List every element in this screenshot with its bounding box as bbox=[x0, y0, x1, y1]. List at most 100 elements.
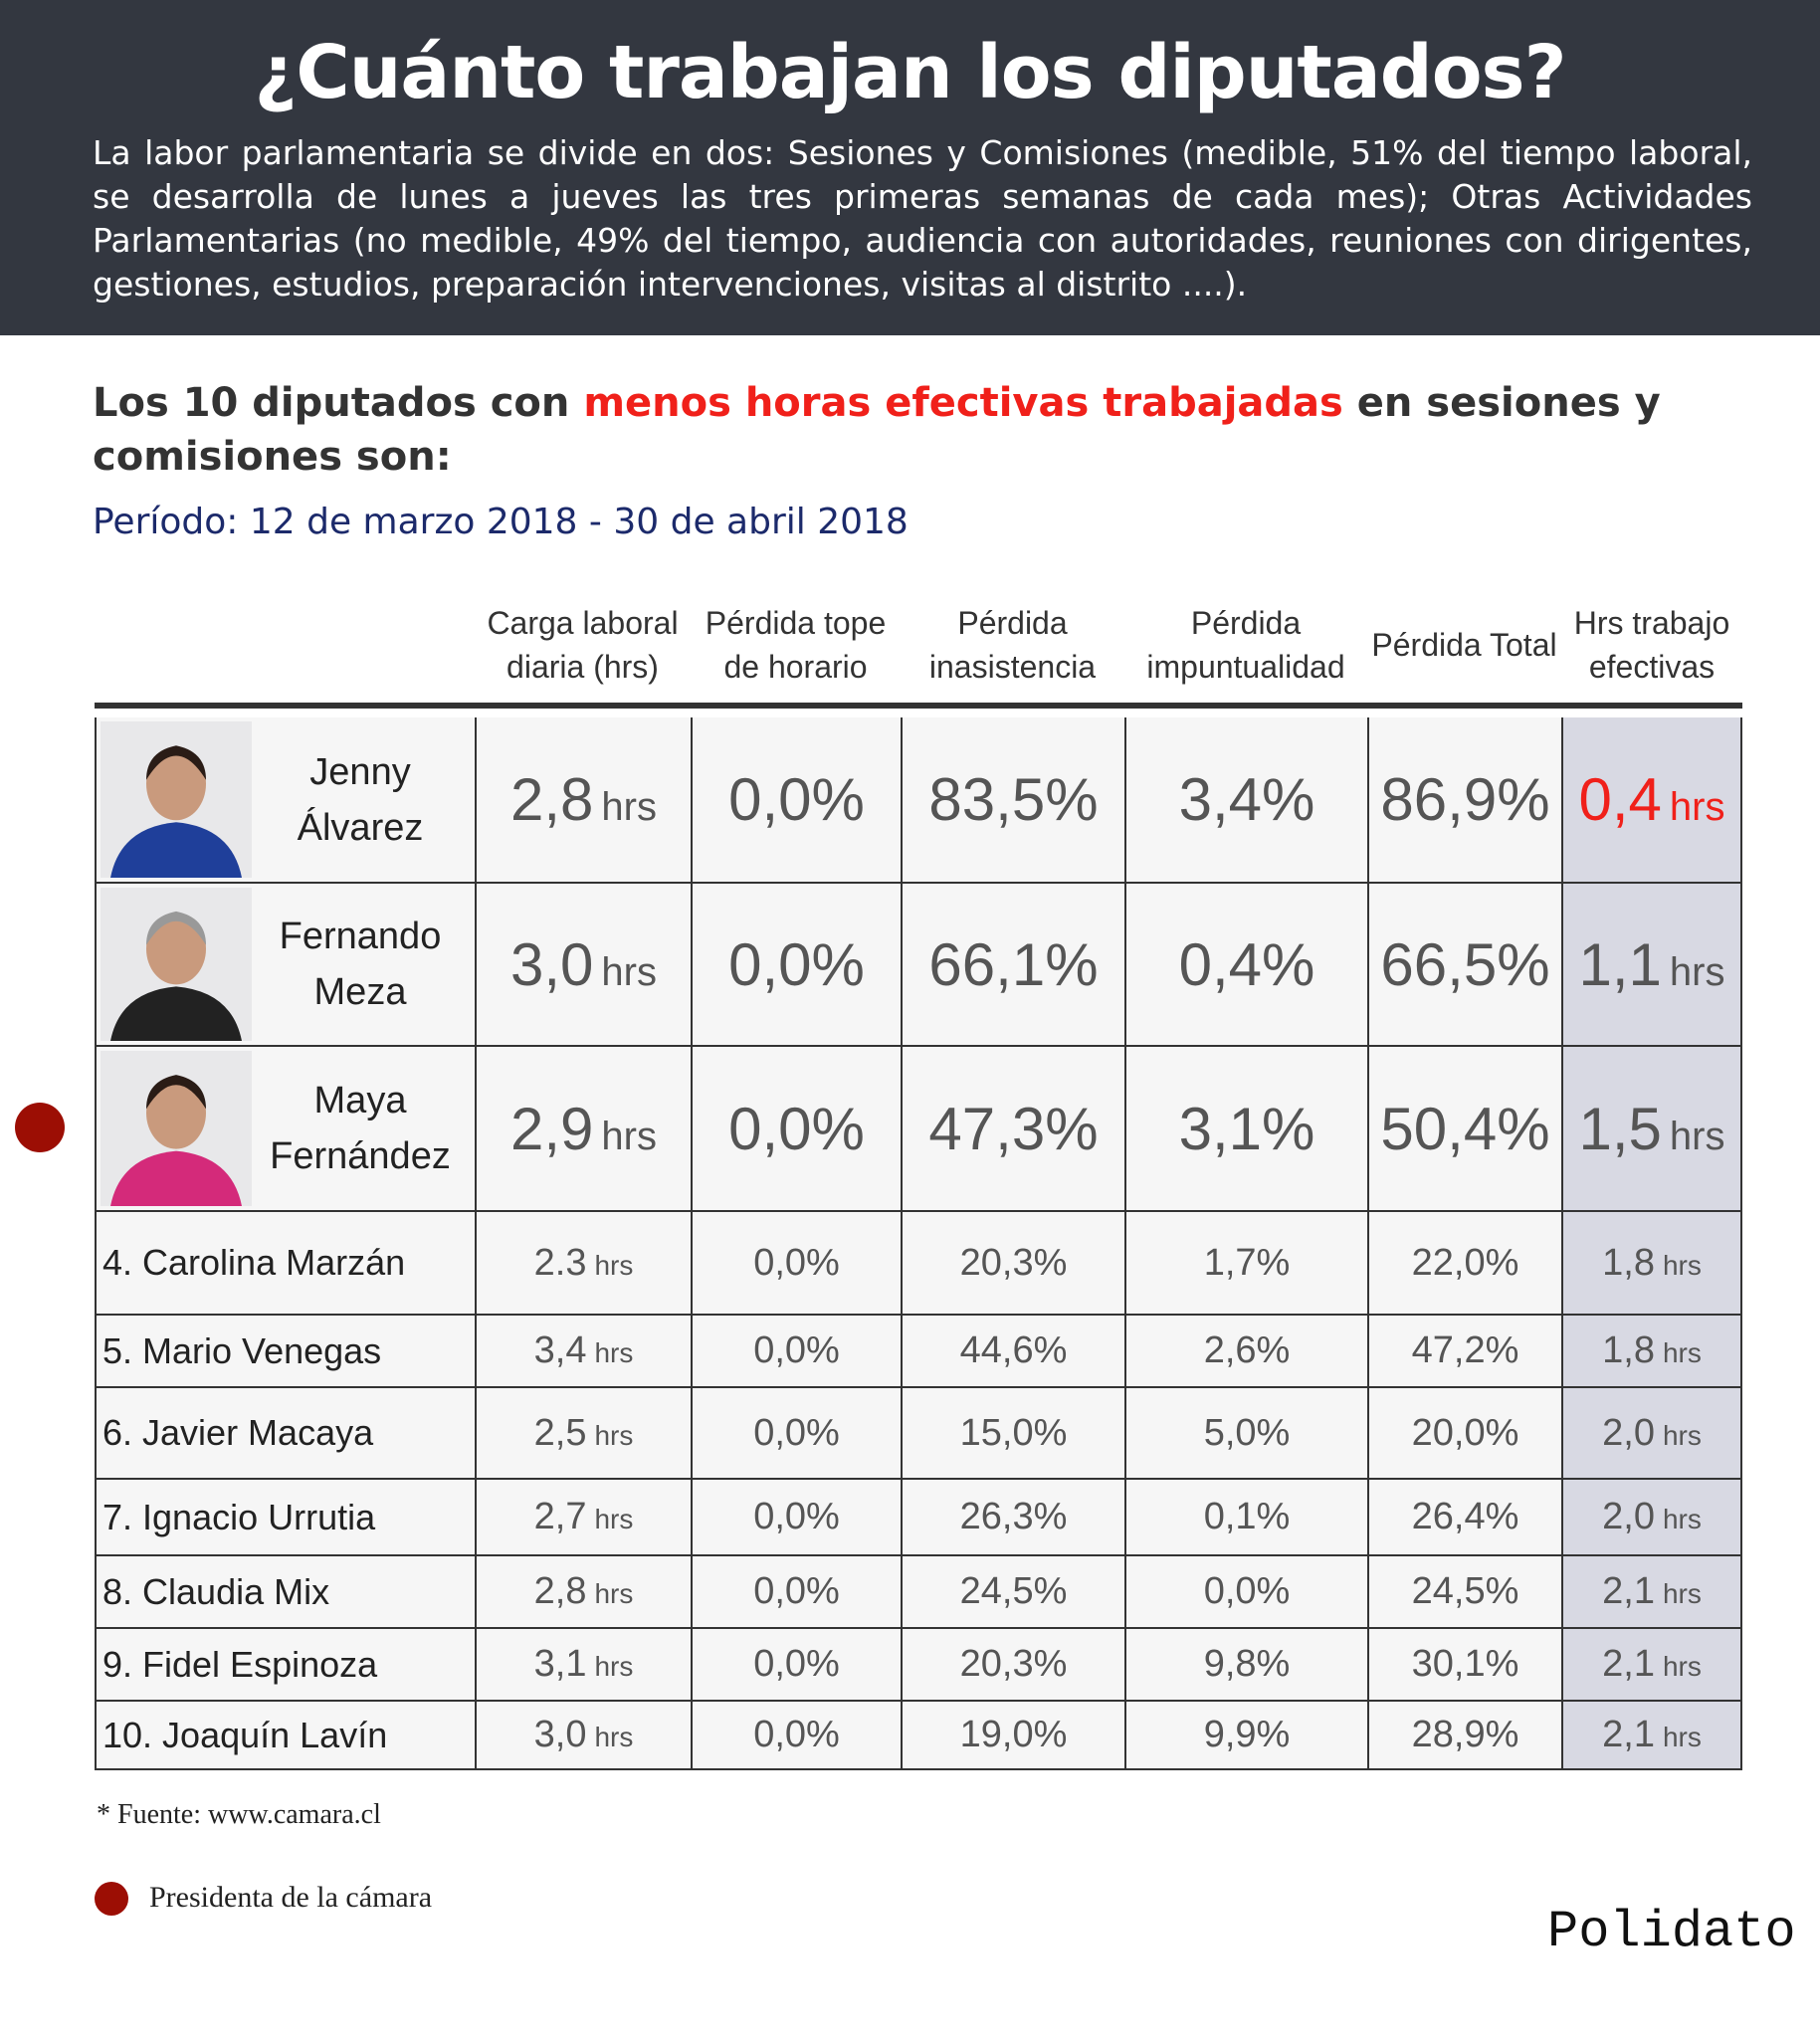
inasistencia-cell: 44,6% bbox=[901, 1316, 1124, 1386]
deputy-name-cell: 4. Carolina Marzán bbox=[95, 1212, 475, 1314]
carga-cell: 2,8 hrs bbox=[475, 717, 691, 882]
unit-label: hrs bbox=[1662, 1504, 1702, 1534]
total-cell: 30,1% bbox=[1367, 1629, 1561, 1700]
impuntualidad-cell: 9,8% bbox=[1124, 1629, 1367, 1700]
deputy-name-cell: 6. Javier Macaya bbox=[95, 1388, 475, 1478]
deputy-name-cell: Jenny Álvarez bbox=[95, 717, 475, 882]
total-container: 47,2% bbox=[1412, 1329, 1519, 1372]
total-value: 86,9% bbox=[1380, 766, 1550, 833]
table-row: 8. Claudia Mix 2,8 hrs 0,0% 24,5% 0,0% 24,5% 2,… bbox=[95, 1556, 1742, 1629]
header-banner: ¿Cuánto trabajan los diputados? La labor… bbox=[0, 0, 1820, 335]
efectivas-value: 2,1 bbox=[1602, 1714, 1655, 1755]
efectivas-value: 2,1 bbox=[1602, 1643, 1655, 1685]
total-cell: 28,9% bbox=[1367, 1702, 1561, 1768]
total-cell: 20,0% bbox=[1367, 1388, 1561, 1478]
tope-cell: 0,0% bbox=[691, 1388, 901, 1478]
impuntualidad-value: 9,8% bbox=[1203, 1643, 1291, 1685]
impuntualidad-value: 3,4% bbox=[1178, 766, 1315, 833]
total-cell: 24,5% bbox=[1367, 1556, 1561, 1627]
carga-cell: 3,0 hrs bbox=[475, 1702, 691, 1768]
impuntualidad-cell: 0,4% bbox=[1124, 884, 1367, 1045]
intro-text: La labor parlamentaria se divide en dos:… bbox=[93, 133, 1752, 304]
impuntualidad-cell: 3,1% bbox=[1124, 1047, 1367, 1210]
inasistencia-value: 26,3% bbox=[959, 1496, 1068, 1537]
unit-label: hrs bbox=[601, 785, 657, 829]
impuntualidad-container: 3,4% bbox=[1179, 765, 1315, 834]
column-header-text: Carga laboral diaria (hrs) bbox=[487, 605, 679, 685]
efectivas-cell: 1,5 hrs bbox=[1561, 1047, 1742, 1210]
impuntualidad-value: 9,9% bbox=[1203, 1714, 1291, 1755]
deputy-name: Fernando Meza bbox=[279, 916, 442, 1013]
carga-container: 2,9 hrs bbox=[510, 1095, 657, 1163]
total-container: 86,9% bbox=[1380, 765, 1549, 834]
inasistencia-cell: 66,1% bbox=[901, 884, 1124, 1045]
tope-cell: 0,0% bbox=[691, 1212, 901, 1314]
tope-value: 0,0% bbox=[728, 766, 865, 833]
total-value: 66,5% bbox=[1380, 930, 1550, 998]
tope-cell: 0,0% bbox=[691, 1702, 901, 1768]
deputy-name-cell: 7. Ignacio Urrutia bbox=[95, 1480, 475, 1554]
unit-label: hrs bbox=[1669, 785, 1725, 829]
inasistencia-container: 15,0% bbox=[960, 1412, 1068, 1455]
carga-container: 2.3 hrs bbox=[534, 1242, 634, 1285]
carga-container: 3,4 hrs bbox=[534, 1329, 634, 1372]
table-top-rule bbox=[95, 703, 1742, 709]
unit-label: hrs bbox=[601, 949, 657, 994]
inasistencia-cell: 19,0% bbox=[901, 1702, 1124, 1768]
carga-container: 3,1 hrs bbox=[534, 1643, 634, 1686]
inasistencia-container: 44,6% bbox=[960, 1329, 1068, 1372]
total-container: 26,4% bbox=[1412, 1496, 1519, 1538]
efectivas-container: 0,4 hrs bbox=[1579, 765, 1725, 834]
deputy-name-cell: 8. Claudia Mix bbox=[95, 1556, 475, 1627]
total-value: 24,5% bbox=[1411, 1570, 1519, 1612]
unit-label: hrs bbox=[594, 1419, 634, 1451]
inasistencia-cell: 15,0% bbox=[901, 1388, 1124, 1478]
carga-value: 2,8 bbox=[510, 766, 594, 833]
total-cell: 22,0% bbox=[1367, 1212, 1561, 1314]
inasistencia-cell: 20,3% bbox=[901, 1212, 1124, 1314]
total-container: 66,5% bbox=[1380, 930, 1549, 999]
carga-cell: 3,0 hrs bbox=[475, 884, 691, 1045]
tope-container: 0,0% bbox=[728, 1095, 865, 1163]
efectivas-cell: 1,1 hrs bbox=[1561, 884, 1742, 1045]
total-value: 30,1% bbox=[1411, 1643, 1519, 1685]
unit-label: hrs bbox=[594, 1337, 634, 1368]
efectivas-container: 2,1 hrs bbox=[1602, 1643, 1702, 1686]
column-header-text: Pérdida tope de horario bbox=[705, 605, 887, 685]
table-row: 5. Mario Venegas 3,4 hrs 0,0% 44,6% 2,6% 47,2%… bbox=[95, 1316, 1742, 1388]
tope-container: 0,0% bbox=[753, 1643, 840, 1686]
inasistencia-container: 19,0% bbox=[960, 1714, 1068, 1756]
carga-container: 2,8 hrs bbox=[534, 1570, 634, 1613]
inasistencia-value: 44,6% bbox=[959, 1329, 1068, 1371]
tope-value: 0,0% bbox=[753, 1496, 840, 1537]
tope-cell: 0,0% bbox=[691, 717, 901, 882]
tope-cell: 0,0% bbox=[691, 1480, 901, 1554]
impuntualidad-container: 0,1% bbox=[1204, 1496, 1291, 1538]
column-header-text: Pérdida impuntualidad bbox=[1146, 605, 1345, 685]
tope-container: 0,0% bbox=[753, 1570, 840, 1613]
carga-value: 3,4 bbox=[533, 1329, 587, 1371]
carga-cell: 2.3 hrs bbox=[475, 1212, 691, 1314]
impuntualidad-cell: 1,7% bbox=[1124, 1212, 1367, 1314]
tope-container: 0,0% bbox=[753, 1496, 840, 1538]
carga-cell: 2,9 hrs bbox=[475, 1047, 691, 1210]
column-header-carga: Carga laboral diaria (hrs) bbox=[475, 595, 691, 695]
impuntualidad-cell: 0,1% bbox=[1124, 1480, 1367, 1554]
table-row: 9. Fidel Espinoza 3,1 hrs 0,0% 20,3% 9,8% 30,1… bbox=[95, 1629, 1742, 1702]
impuntualidad-value: 0,4% bbox=[1178, 930, 1315, 998]
total-value: 47,2% bbox=[1411, 1329, 1519, 1371]
efectivas-cell: 2,1 hrs bbox=[1561, 1556, 1742, 1627]
deputy-photo bbox=[101, 1051, 252, 1206]
legend-dot bbox=[95, 1882, 128, 1916]
carga-container: 2,7 hrs bbox=[534, 1496, 634, 1538]
inasistencia-value: 83,5% bbox=[928, 766, 1099, 833]
efectivas-cell: 2,0 hrs bbox=[1561, 1480, 1742, 1554]
inasistencia-value: 24,5% bbox=[959, 1570, 1068, 1612]
tope-cell: 0,0% bbox=[691, 1629, 901, 1700]
total-container: 28,9% bbox=[1412, 1714, 1519, 1756]
carga-value: 2,9 bbox=[510, 1095, 594, 1162]
polidato-logo: Polidato bbox=[1547, 1903, 1796, 1961]
column-header-impuntualidad: Pérdida impuntualidad bbox=[1124, 595, 1367, 695]
tope-value: 0,0% bbox=[753, 1643, 840, 1685]
total-cell: 47,2% bbox=[1367, 1316, 1561, 1386]
